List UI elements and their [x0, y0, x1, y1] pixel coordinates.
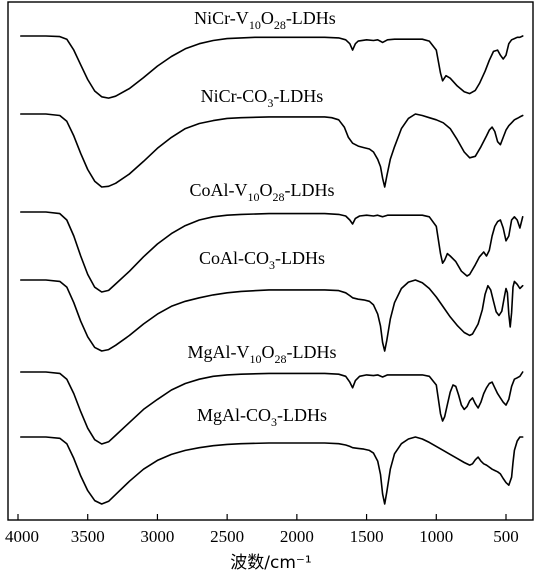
series-line-1 — [20, 35, 524, 99]
series-label-4: CoAl-CO3-LDHs — [199, 248, 325, 272]
series-line-4 — [20, 279, 524, 352]
x-tick-label: 4000 — [5, 527, 39, 546]
x-tick-label: 3000 — [140, 527, 174, 546]
x-axis-ticks — [17, 514, 507, 520]
x-axis-tick-labels: 4000 3500 3000 2500 2000 1500 1000 500 — [5, 527, 519, 546]
series-labels: NiCr-V10O28-LDHs NiCr-CO3-LDHs CoAl-V10O28… — [188, 8, 337, 429]
x-axis-title: 波数/cm⁻¹ — [230, 553, 311, 573]
series-line-2 — [20, 113, 524, 188]
series-line-3 — [20, 211, 524, 293]
series-line-5 — [20, 371, 524, 445]
x-tick-label: 2000 — [280, 527, 314, 546]
plot-frame — [7, 1, 534, 521]
series-label-2: NiCr-CO3-LDHs — [201, 86, 324, 110]
series-label-3: CoAl-V10O28-LDHs — [190, 180, 335, 204]
x-tick-label: 1000 — [419, 527, 453, 546]
series-label-5: MgAl-V10O28-LDHs — [188, 342, 337, 366]
series-line-6 — [20, 436, 524, 505]
x-tick-label: 1500 — [350, 527, 384, 546]
series-label-6: MgAl-CO3-LDHs — [197, 405, 327, 429]
x-tick-label: 500 — [493, 527, 519, 546]
x-tick-label: 2500 — [210, 527, 244, 546]
spectra-series — [20, 35, 524, 505]
series-label-1: NiCr-V10O28-LDHs — [194, 8, 336, 32]
x-tick-label: 3500 — [71, 527, 105, 546]
